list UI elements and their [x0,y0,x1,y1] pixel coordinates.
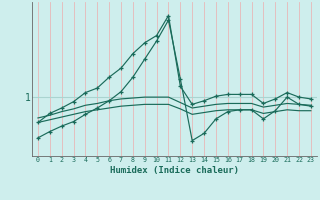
X-axis label: Humidex (Indice chaleur): Humidex (Indice chaleur) [110,166,239,175]
